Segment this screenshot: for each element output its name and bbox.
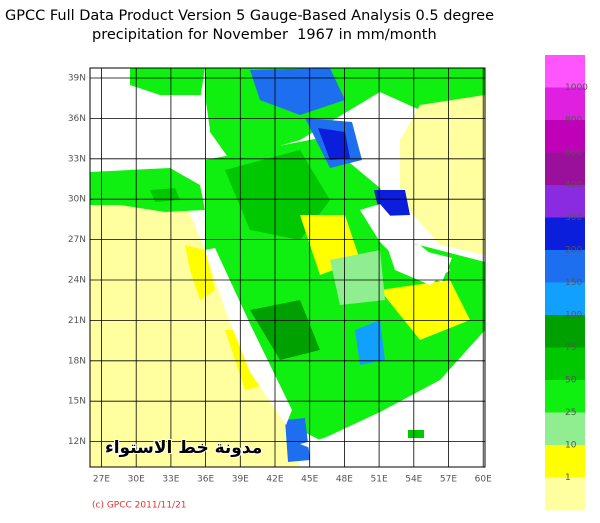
legend-label: 50 — [565, 376, 577, 386]
title-line: GPCC Full Data Product Version 5 Gauge-B… — [5, 8, 494, 24]
legend-label: 1 — [565, 473, 571, 483]
lon-label: 54E — [405, 475, 422, 485]
lat-label: 24N — [68, 276, 86, 286]
legend-label: 600 — [565, 148, 582, 158]
lat-label: 15N — [68, 397, 86, 407]
legend-label: 10 — [565, 441, 577, 451]
legend-swatch — [545, 282, 585, 316]
lat-label: 12N — [68, 437, 86, 447]
lon-label: 51E — [371, 475, 388, 485]
legend-swatch — [545, 380, 585, 413]
legend-swatch — [545, 185, 585, 218]
lat-label: 36N — [68, 114, 86, 124]
legend-swatch — [545, 120, 585, 153]
lon-label: 48E — [336, 475, 353, 485]
lon-label: 33E — [162, 475, 179, 485]
legend-label: 25 — [565, 408, 576, 418]
lon-label: 30E — [128, 475, 145, 485]
watermark: مدونة خط الاستواء — [105, 438, 262, 458]
legend-swatch — [545, 87, 585, 121]
graticule — [90, 68, 485, 467]
legend-label: 150 — [565, 278, 582, 288]
legend-swatch — [545, 315, 585, 348]
legend-swatch — [545, 412, 585, 446]
lon-label: 39E — [232, 475, 249, 485]
lon-label: 45E — [301, 475, 318, 485]
legend-swatch — [545, 152, 585, 186]
map-raster — [90, 68, 485, 467]
title-line: precipitation for November 1967 in mm/mo… — [92, 27, 437, 43]
legend-swatch — [545, 347, 585, 381]
map-frame — [89, 67, 486, 468]
legend-label: 400 — [565, 181, 582, 191]
lon-label: 60E — [475, 475, 492, 485]
lat-label: 18N — [68, 356, 86, 366]
lat-label: 39N — [68, 74, 86, 84]
legend-swatch — [545, 217, 585, 251]
legend-swatch — [545, 445, 585, 478]
credit: (c) GPCC 2011/11/21 — [92, 501, 187, 511]
legend-label: 75 — [565, 343, 576, 353]
lon-label: 36E — [197, 475, 214, 485]
lat-label: 30N — [68, 195, 86, 205]
lon-label: 27E — [93, 475, 110, 485]
lat-label: 27N — [68, 235, 86, 245]
lon-label: 42E — [266, 475, 283, 485]
legend-swatch — [545, 55, 585, 88]
lat-label: 33N — [68, 154, 86, 164]
lat-label: 21N — [68, 316, 86, 326]
legend-swatch — [545, 477, 585, 511]
legend-label: 100 — [565, 311, 582, 321]
legend-swatch — [545, 250, 585, 283]
legend-label: 800 — [565, 116, 582, 126]
lon-label: 57E — [440, 475, 457, 485]
legend-label: 1000 — [565, 83, 588, 93]
legend-label: 300 — [565, 213, 582, 223]
legend-label: 200 — [565, 246, 582, 256]
